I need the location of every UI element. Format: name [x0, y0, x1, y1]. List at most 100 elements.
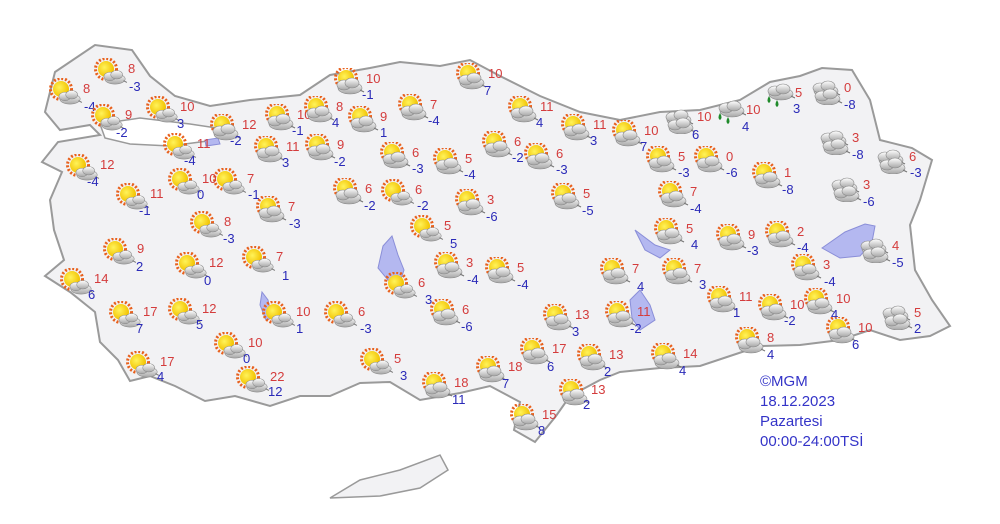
day-label: Pazartesi	[760, 413, 823, 430]
max-temperature: 8	[336, 99, 344, 114]
max-temperature: 10	[858, 320, 873, 335]
max-temperature: 3	[466, 255, 474, 270]
partly-cloudy-icon	[303, 132, 337, 162]
sunny-with-light-cloud-icon	[94, 57, 128, 86]
max-temperature: 18	[508, 359, 523, 374]
min-temperature: -4	[464, 167, 476, 182]
min-temperature: -6	[726, 165, 738, 180]
min-temperature: 7	[502, 376, 510, 391]
sunny-with-light-cloud-icon	[146, 95, 180, 124]
max-temperature: 10	[790, 297, 805, 312]
lake-ataturk	[629, 229, 672, 331]
max-temperature: 15	[542, 407, 557, 422]
min-temperature: -2	[364, 198, 376, 213]
max-temperature: 1	[784, 165, 792, 180]
min-temperature: 4	[536, 115, 544, 130]
partly-cloudy-icon	[656, 179, 690, 209]
min-temperature: 0	[204, 273, 212, 288]
max-temperature: 12	[242, 117, 257, 132]
min-temperature: 7	[640, 139, 648, 154]
max-temperature: 13	[609, 347, 624, 362]
max-temperature: 9	[337, 137, 345, 152]
sunny-with-light-cloud-icon	[168, 297, 202, 326]
min-temperature: 4	[332, 115, 340, 130]
cloudy-icon	[818, 127, 852, 156]
max-temperature: 8	[224, 214, 232, 229]
min-temperature: 2	[604, 364, 612, 379]
max-temperature: 10	[180, 99, 195, 114]
min-temperature: 7	[484, 83, 492, 98]
min-temperature: -4	[467, 272, 479, 287]
max-temperature: 10	[366, 71, 381, 86]
cloudy-icon	[663, 106, 697, 135]
partly-cloudy-icon	[559, 112, 593, 142]
partly-cloudy-icon	[432, 250, 466, 280]
max-temperature: 10	[697, 109, 712, 124]
partly-cloudy-icon	[598, 256, 632, 286]
min-temperature: 3	[400, 368, 408, 383]
partly-cloudy-icon	[252, 134, 286, 164]
max-temperature: 10	[836, 291, 851, 306]
partly-cloudy-icon	[802, 286, 836, 316]
min-temperature: -4	[84, 99, 96, 114]
partly-cloudy-icon	[508, 402, 542, 432]
partly-cloudy-icon	[714, 222, 748, 252]
date-label: 18.12.2023	[760, 393, 836, 410]
min-temperature: 6	[88, 287, 96, 302]
cloudy-icon	[875, 146, 909, 175]
sunny-with-light-cloud-icon	[262, 300, 296, 329]
max-temperature: 5	[914, 305, 922, 320]
sunny-with-light-cloud-icon	[213, 167, 247, 196]
max-temperature: 7	[276, 249, 284, 264]
partly-cloudy-icon	[660, 256, 694, 286]
min-temperature: -2	[512, 150, 524, 165]
min-temperature: 1	[733, 305, 741, 320]
min-temperature: -1	[292, 123, 304, 138]
max-temperature: 13	[591, 382, 606, 397]
partly-cloudy-icon	[610, 118, 644, 148]
partly-cloudy-icon	[454, 61, 488, 91]
min-temperature: 3	[177, 116, 185, 131]
min-temperature: 1	[282, 268, 290, 283]
min-temperature: 3	[572, 324, 580, 339]
lake-sapanca	[204, 137, 221, 147]
max-temperature: 5	[444, 218, 452, 233]
min-temperature: 11	[452, 392, 466, 407]
max-temperature: 17	[143, 304, 158, 319]
max-temperature: 10	[644, 123, 659, 138]
max-temperature: 2	[797, 224, 805, 239]
min-temperature: -3	[910, 165, 922, 180]
sunny-with-light-cloud-icon	[60, 267, 94, 296]
max-temperature: 18	[454, 375, 469, 390]
partly-cloudy-icon	[603, 299, 637, 329]
sunny-with-light-cloud-icon	[103, 237, 137, 266]
min-temperature: -1	[362, 87, 374, 102]
min-temperature: -4	[797, 240, 809, 255]
max-temperature: 11	[197, 136, 211, 151]
sunny-with-light-cloud-icon	[116, 182, 150, 211]
partly-cloudy-icon	[705, 284, 739, 314]
partly-cloudy-icon	[549, 181, 583, 211]
max-temperature: 8	[83, 81, 91, 96]
max-temperature: 3	[487, 192, 495, 207]
max-temperature: 13	[575, 307, 590, 322]
min-temperature: 6	[692, 127, 700, 142]
partly-cloudy-icon	[824, 315, 858, 345]
cyprus	[329, 454, 449, 499]
sunny-with-light-cloud-icon	[168, 167, 202, 196]
min-temperature: -4	[428, 113, 440, 128]
max-temperature: 3	[823, 257, 831, 272]
min-temperature: -6	[461, 319, 473, 334]
min-temperature: 5	[196, 317, 204, 332]
max-temperature: 9	[125, 107, 133, 122]
max-temperature: 3	[863, 177, 871, 192]
partly-cloudy-icon	[506, 94, 540, 124]
max-temperature: 11	[739, 289, 753, 304]
max-temperature: 4	[892, 238, 900, 253]
sunny-with-light-cloud-icon	[381, 178, 415, 207]
min-temperature: -3	[556, 162, 568, 177]
partly-cloudy-icon	[428, 297, 462, 327]
max-temperature: 6	[909, 149, 917, 164]
min-temperature: 2	[583, 397, 591, 412]
partly-cloudy-icon	[480, 129, 514, 159]
